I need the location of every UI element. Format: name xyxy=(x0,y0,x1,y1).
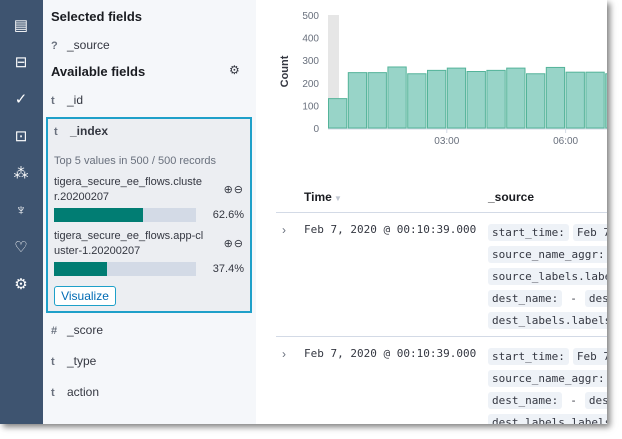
selected-fields-title: Selected fields xyxy=(51,9,143,24)
time-column-header[interactable]: Time ▼ xyxy=(304,190,342,204)
source-field-chip: source_labels.labels xyxy=(488,268,607,285)
source-column-header: _source xyxy=(488,190,535,204)
bar xyxy=(367,72,387,129)
settings-icon[interactable]: ⚙ xyxy=(14,276,28,293)
y-tick-label: 400 xyxy=(302,34,319,45)
graph-icon[interactable]: ⁂ xyxy=(13,165,29,182)
side-nav: ▤ ⊟ ✓ ⊡ ⁂ ♆ ♡ ⚙ xyxy=(0,0,43,424)
field-index[interactable]: t _index xyxy=(54,124,109,138)
x-tick-label: 06:00 xyxy=(553,136,578,147)
value-percent: 62.6% xyxy=(212,209,244,221)
source-field-chip: Feb 7, xyxy=(572,348,607,365)
source-field-chip: - xyxy=(570,292,577,305)
y-tick-label: 200 xyxy=(302,79,319,90)
field-type[interactable]: t _type xyxy=(51,354,97,368)
field-index-details: t _index Top 5 values in 500 / 500 record… xyxy=(46,117,252,313)
bar xyxy=(407,73,427,129)
bar xyxy=(328,98,348,129)
y-axis-label: Count xyxy=(279,55,291,87)
field-score[interactable]: # _score xyxy=(51,323,104,337)
expand-row-icon[interactable]: › xyxy=(282,223,286,237)
field-list-panel: Selected fields ? _source Available field… xyxy=(43,0,256,424)
sort-icon[interactable]: ▼ xyxy=(331,194,342,203)
source-field-chip: source_name_aggr: xyxy=(488,370,607,387)
dashboard-icon[interactable]: ✓ xyxy=(14,91,28,108)
source-field-chip: dest_labels.labels xyxy=(488,312,607,329)
bar xyxy=(347,72,368,129)
bar xyxy=(486,69,506,129)
table-row: › Feb 7, 2020 @ 00:10:39.000 start_time: Fe… xyxy=(276,212,607,336)
bar xyxy=(526,73,546,129)
source-field-chip: dest_ xyxy=(584,290,607,307)
source-field-chip: start_time: xyxy=(488,348,569,365)
selection-shade xyxy=(328,15,339,128)
bar xyxy=(506,67,526,129)
row-time: Feb 7, 2020 @ 00:10:39.000 xyxy=(304,223,477,236)
bar xyxy=(387,66,407,129)
visualize-icon[interactable]: ⊟ xyxy=(14,54,28,71)
source-field-chip: Feb 7, xyxy=(572,224,607,241)
dev-tools-icon[interactable]: ♆ xyxy=(15,202,27,219)
field-action[interactable]: t action xyxy=(51,385,100,399)
security-icon[interactable]: ⊡ xyxy=(14,128,28,145)
row-time: Feb 7, 2020 @ 00:10:39.000 xyxy=(304,347,477,360)
y-tick-label: 100 xyxy=(302,101,319,112)
bar xyxy=(545,66,566,129)
source-field-chip: dest_ xyxy=(584,392,607,409)
source-field-chip: - xyxy=(570,394,577,407)
field-source[interactable]: ? _source xyxy=(51,38,110,52)
bar xyxy=(466,71,486,129)
field-id[interactable]: t _id xyxy=(51,93,84,107)
source-field-chip: source_name_aggr: xyxy=(488,246,607,263)
value-label: tigera_secure_ee_flows.app-cluster-1.202… xyxy=(54,230,204,257)
value-bar xyxy=(54,208,196,222)
value-percent: 37.4% xyxy=(212,263,244,275)
source-field-chip: start_time: xyxy=(488,224,569,241)
x-tick-label: 03:00 xyxy=(434,136,459,147)
bar xyxy=(585,71,605,129)
discover-icon[interactable]: ▤ xyxy=(13,17,29,34)
source-field-chip: dest_name: xyxy=(488,290,563,307)
source-field-chip: dest_name: xyxy=(488,392,563,409)
top-values-summary: Top 5 values in 500 / 500 records xyxy=(54,155,217,167)
source-field-chip: dest_labels.labels xyxy=(488,414,607,424)
y-tick-label: 0 xyxy=(313,124,319,135)
histogram-chart[interactable]: 0 100 200 300 400 500 Count 03:00 06:00 xyxy=(256,0,607,160)
filter-zoom-icons[interactable]: ⊕⊖ xyxy=(223,238,244,250)
visualize-button[interactable]: Visualize xyxy=(54,286,116,306)
gear-icon[interactable]: ⚙ xyxy=(229,63,240,77)
bar xyxy=(605,73,607,129)
available-fields-title: Available fields xyxy=(51,64,146,79)
bar xyxy=(446,67,467,129)
y-tick-label: 300 xyxy=(302,56,319,67)
table-row: › Feb 7, 2020 @ 00:10:39.000 start_time: Fe… xyxy=(276,336,607,424)
row-source: start_time:Feb 7, source_name_aggr: dest_n… xyxy=(488,347,607,424)
row-source: start_time:Feb 7, source_name_aggr:source… xyxy=(488,223,607,333)
filter-zoom-icons[interactable]: ⊕⊖ xyxy=(223,184,244,196)
value-label: tigera_secure_ee_flows.cluster.20200207 xyxy=(54,176,202,203)
y-tick-label: 500 xyxy=(302,11,319,22)
main-content: 0 100 200 300 400 500 Count 03:00 06:00 Time ▼ _… xyxy=(256,0,607,424)
value-bar xyxy=(54,262,196,276)
bar xyxy=(427,69,447,129)
monitoring-icon[interactable]: ♡ xyxy=(14,239,28,256)
expand-row-icon[interactable]: › xyxy=(282,347,286,361)
bar xyxy=(565,71,585,129)
discover-app: ▤ ⊟ ✓ ⊡ ⁂ ♆ ♡ ⚙ Selected fields ? _source Availa… xyxy=(0,0,607,424)
